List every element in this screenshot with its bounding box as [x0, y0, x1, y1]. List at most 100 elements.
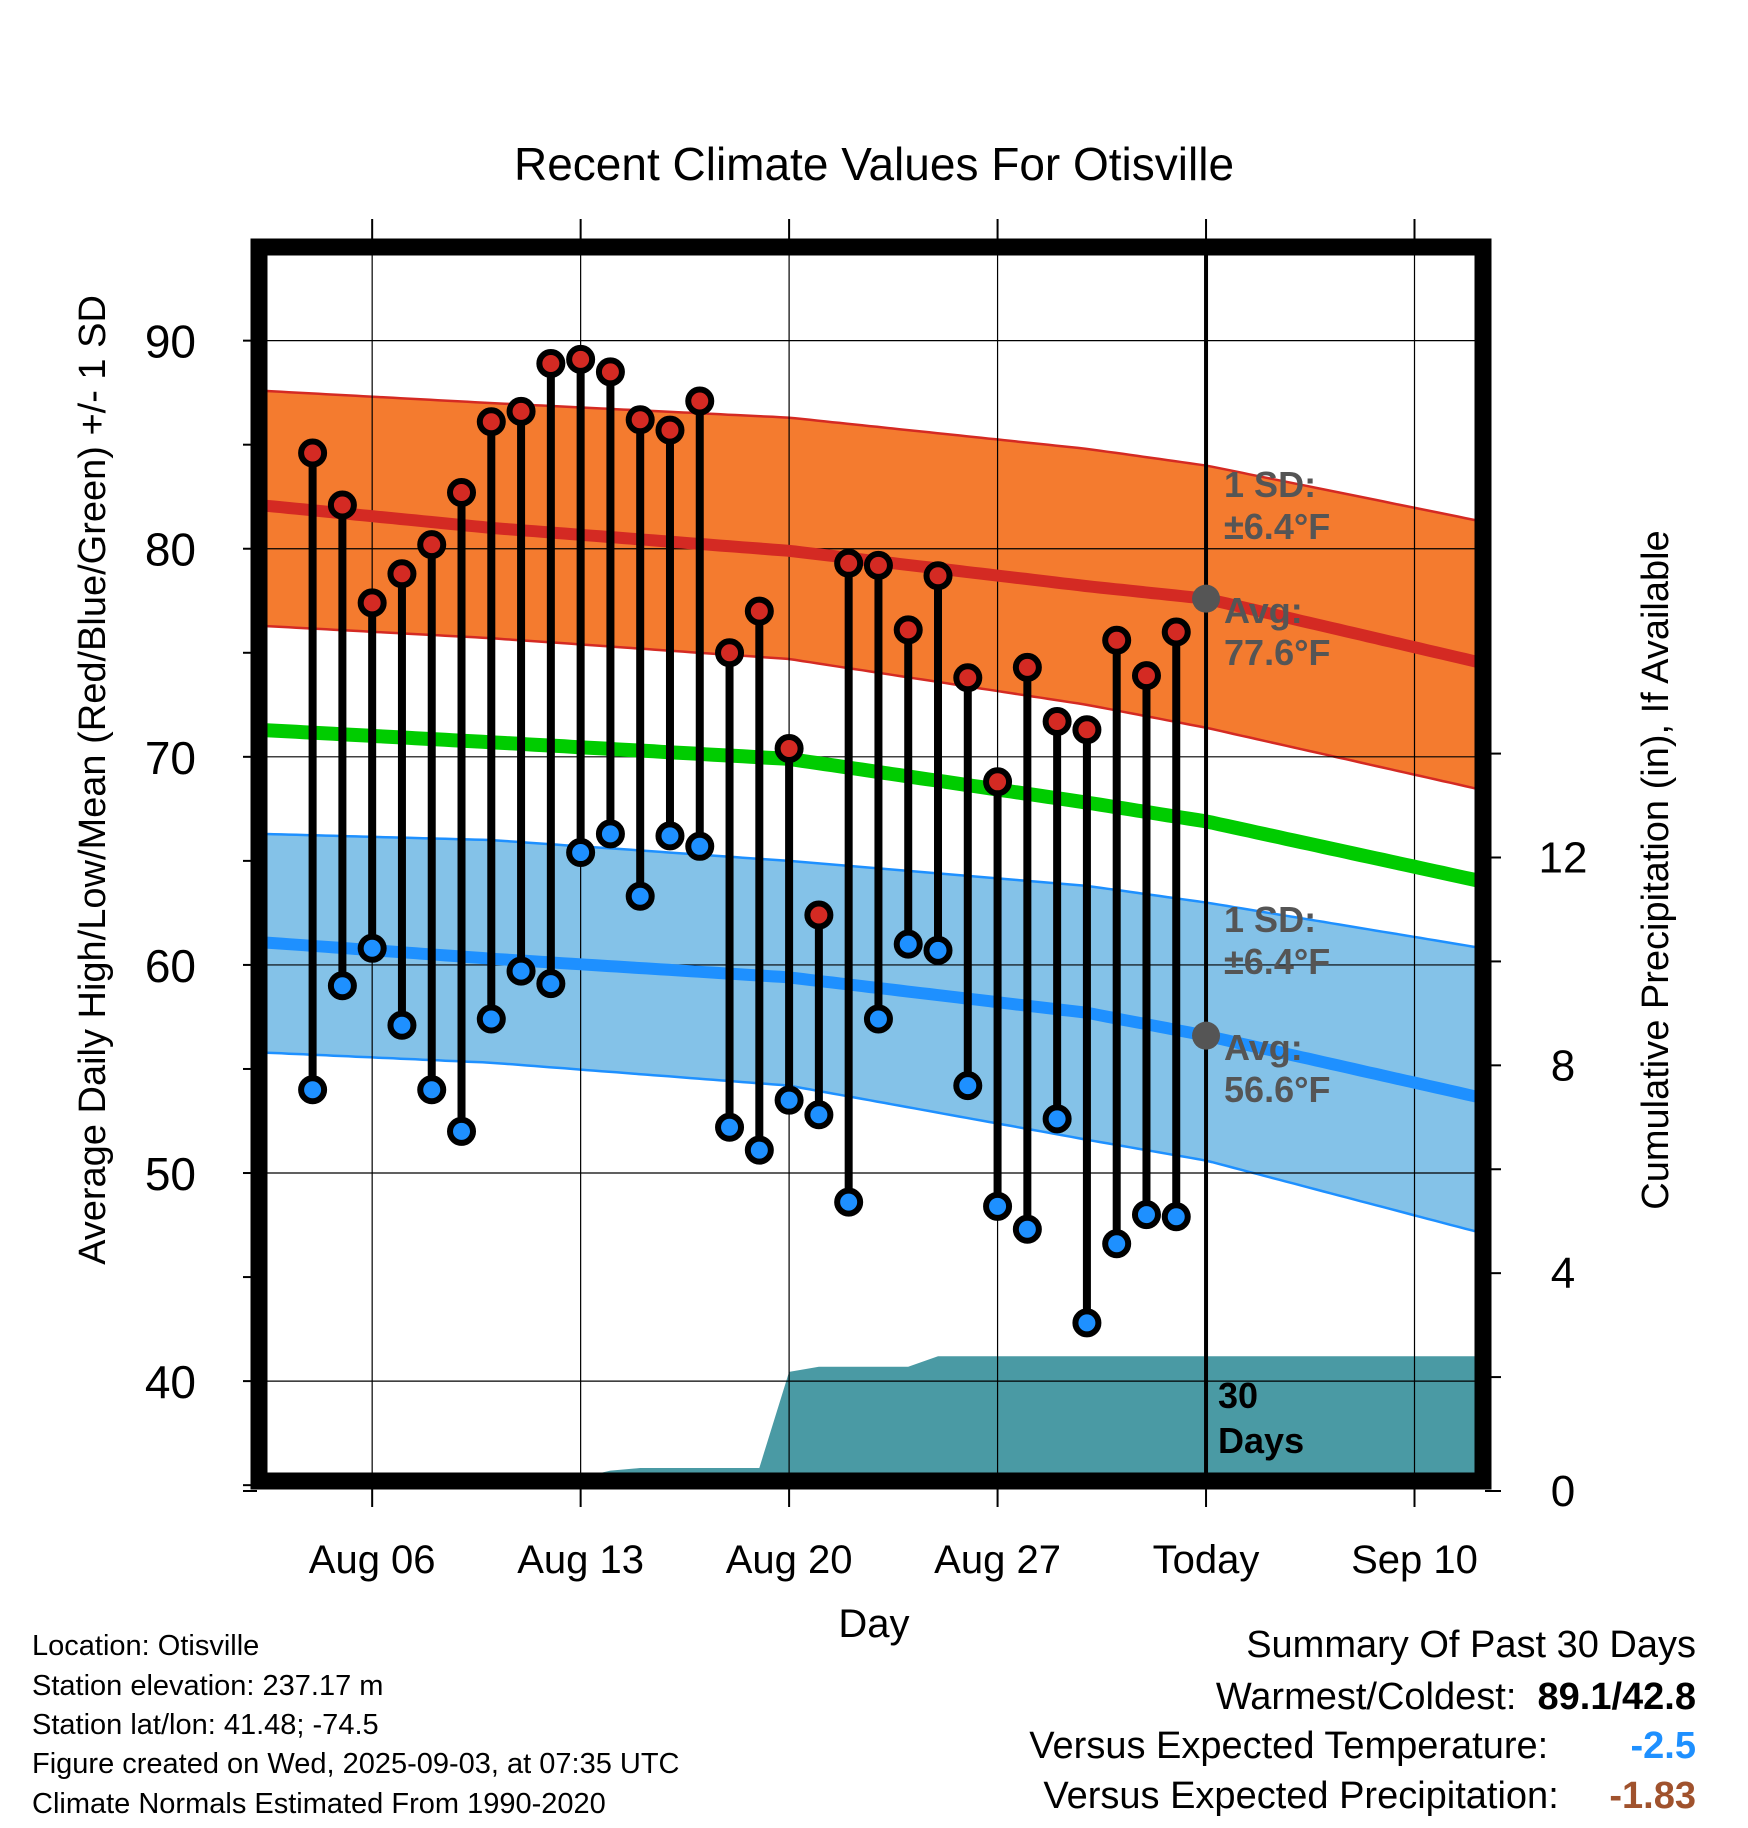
precip-area — [259, 1356, 1483, 1481]
y2-tick-label: 0 — [1551, 1467, 1575, 1516]
daily-low-point — [685, 831, 715, 861]
summary-temp-label: Versus Expected Temperature: — [1029, 1725, 1549, 1767]
y-tick-label: 50 — [145, 1148, 196, 1200]
high-average-today-marker — [1192, 584, 1221, 613]
daily-low-point — [1042, 1104, 1072, 1134]
daily-low-point — [774, 1085, 804, 1115]
daily-high-point — [536, 349, 566, 379]
daily-high-point — [357, 588, 387, 618]
daily-low-point — [983, 1191, 1013, 1221]
daily-high-point — [625, 405, 655, 435]
x-tick-label: Today — [1153, 1538, 1260, 1582]
daily-low-point — [506, 956, 536, 986]
summary-temp-value: -2.5 — [1630, 1725, 1696, 1767]
footer-normals: Climate Normals Estimated From 1990-2020 — [32, 1788, 606, 1820]
daily-low-point — [447, 1116, 477, 1146]
daily-high-point — [923, 561, 953, 591]
x-tick-label: Aug 27 — [934, 1538, 1061, 1582]
summary-temperature: Versus Expected Temperature: -2.5 — [1029, 1727, 1696, 1765]
x-tick-label: Aug 13 — [517, 1538, 644, 1582]
daily-low-point — [834, 1187, 864, 1217]
precip-period-annotation-line: 30 — [1218, 1375, 1258, 1416]
summary-precip-value: -1.83 — [1609, 1775, 1696, 1817]
footer-elevation: Station elevation: 237.17 m — [32, 1670, 384, 1702]
daily-low-point — [953, 1071, 983, 1101]
y2-tick-label: 4 — [1551, 1249, 1575, 1298]
daily-high-point — [387, 559, 417, 589]
daily-low-point — [1131, 1200, 1161, 1230]
y-tick-label: 70 — [145, 732, 196, 784]
daily-low-point — [298, 1075, 328, 1105]
daily-low-point — [1102, 1229, 1132, 1259]
daily-low-point — [1072, 1308, 1102, 1338]
low-sd-annotation: 1 SD: ±6.4°F — [1224, 899, 1330, 982]
high-sd-annotation: 1 SD: ±6.4°F — [1224, 464, 1330, 547]
daily-high-point — [1042, 706, 1072, 736]
daily-high-point — [417, 530, 447, 560]
daily-low-point — [1012, 1214, 1042, 1244]
daily-low-point — [804, 1100, 834, 1130]
precip-period-annotation-line: Days — [1218, 1420, 1304, 1461]
footer-created: Figure created on Wed, 2025-09-03, at 07… — [32, 1748, 680, 1780]
high-avg-annotation-line: 77.6°F — [1224, 632, 1330, 673]
summary-warm-cold: Warmest/Coldest: 89.1/42.8 — [1216, 1678, 1696, 1716]
x-tick-label: Aug 20 — [726, 1538, 853, 1582]
summary-precip-label: Versus Expected Precipitation: — [1043, 1775, 1559, 1817]
low-avg-annotation-line: Avg: — [1224, 1027, 1303, 1068]
daily-high-point — [1012, 652, 1042, 682]
daily-low-point — [357, 933, 387, 963]
daily-high-point — [715, 638, 745, 668]
daily-low-point — [625, 881, 655, 911]
daily-low-point — [476, 1004, 506, 1034]
low-avg-annotation-line: 56.6°F — [1224, 1069, 1330, 1110]
daily-high-point — [566, 344, 596, 374]
daily-high-point — [298, 438, 328, 468]
y-tick-label: 60 — [145, 940, 196, 992]
high-avg-annotation: Avg: 77.6°F — [1224, 590, 1330, 673]
daily-high-point — [893, 615, 923, 645]
daily-low-point — [863, 1004, 893, 1034]
daily-low-point — [387, 1010, 417, 1040]
daily-high-point — [774, 734, 804, 764]
low-avg-annotation: Avg: 56.6°F — [1224, 1027, 1330, 1110]
daily-high-point — [804, 900, 834, 930]
y-tick-label: 80 — [145, 524, 196, 576]
daily-high-point — [1161, 617, 1191, 647]
chart-title: Recent Climate Values For Otisville — [514, 138, 1234, 190]
x-tick-label: Sep 10 — [1351, 1538, 1478, 1582]
daily-high-point — [1072, 715, 1102, 745]
summary-precipitation: Versus Expected Precipitation: -1.83 — [1043, 1777, 1696, 1815]
high-sd-upper-line — [259, 389, 1481, 523]
footer-latlon: Station lat/lon: 41.48; -74.5 — [32, 1709, 379, 1741]
daily-low-point — [327, 971, 357, 1001]
daily-high-point — [447, 478, 477, 508]
y-tick-label: 40 — [145, 1356, 196, 1408]
summary-warm-cold-value: 89.1/42.8 — [1537, 1676, 1696, 1718]
y2-tick-label: 8 — [1551, 1041, 1575, 1090]
daily-low-point — [744, 1135, 774, 1165]
daily-low-point — [715, 1112, 745, 1142]
low-sd-annotation-line: ±6.4°F — [1224, 941, 1330, 982]
y-tick-label: 90 — [145, 316, 196, 368]
daily-high-point — [953, 663, 983, 693]
x-tick-label: Aug 06 — [309, 1538, 436, 1582]
daily-high-point — [595, 357, 625, 387]
daily-low-point — [655, 821, 685, 851]
daily-low-point — [417, 1075, 447, 1105]
daily-high-point — [506, 396, 536, 426]
daily-low-point — [893, 929, 923, 959]
precip-period-annotation: 30 Days — [1218, 1375, 1304, 1461]
y2-axis-label: Cumulative Precipitation (in), If Availa… — [1635, 530, 1677, 1209]
high-avg-annotation-line: Avg: — [1224, 590, 1303, 631]
footer-location: Location: Otisville — [32, 1630, 260, 1662]
y-axis-label: Average Daily High/Low/Mean (Red/Blue/Gr… — [72, 295, 114, 1265]
plot-frame — [250, 238, 1492, 1490]
low-sd-annotation-line: 1 SD: — [1224, 899, 1316, 940]
daily-high-point — [1131, 661, 1161, 691]
high-sd-annotation-line: ±6.4°F — [1224, 506, 1330, 547]
x-axis-label: Day — [838, 1602, 909, 1646]
daily-low-point — [566, 838, 596, 868]
